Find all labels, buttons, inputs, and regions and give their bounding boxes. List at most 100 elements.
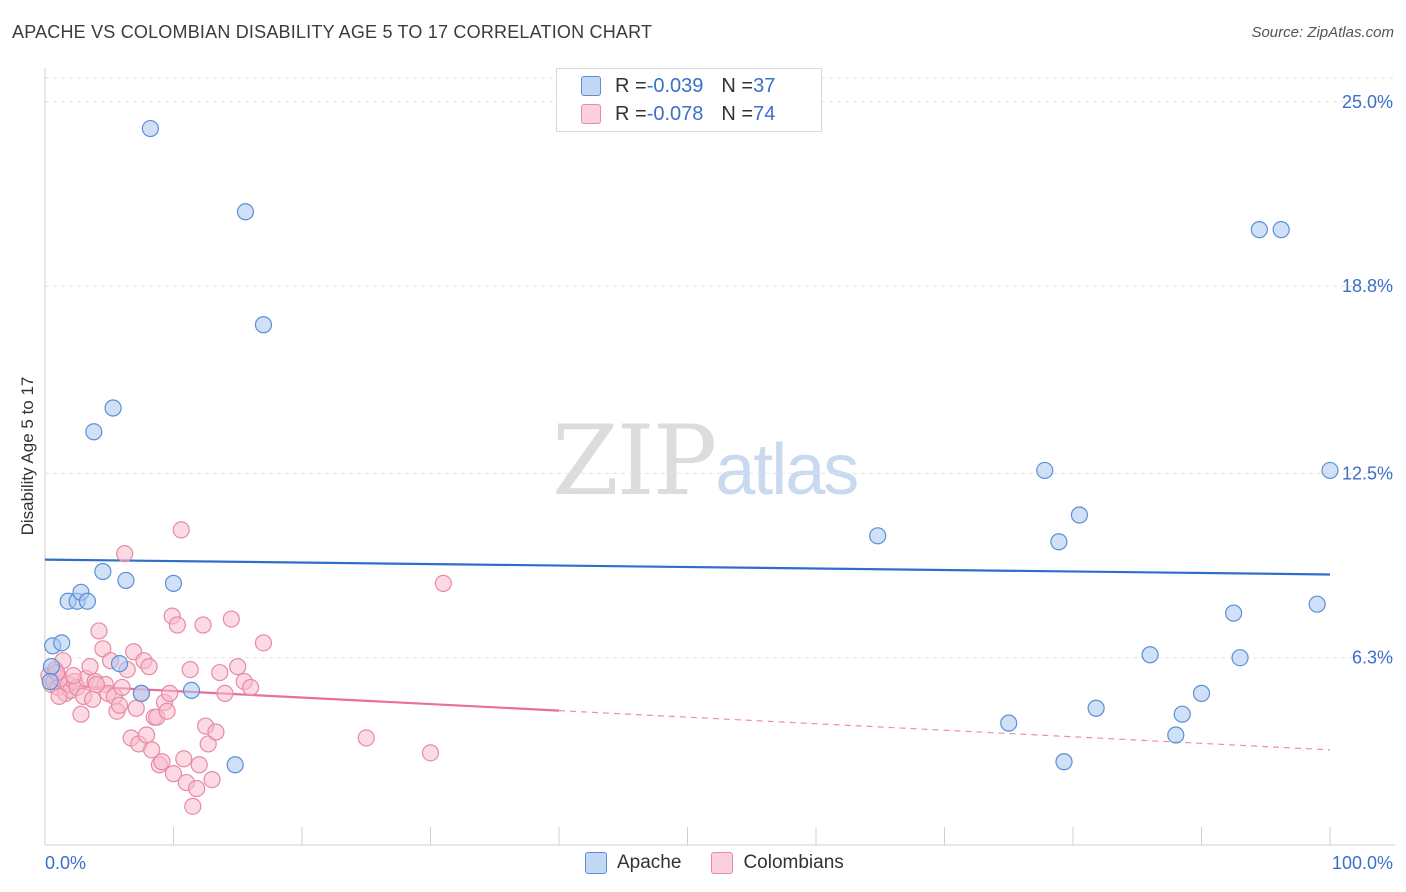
colombian-point — [127, 699, 145, 717]
legend-swatch-colombians — [581, 104, 601, 124]
legend-n-label: N = — [721, 74, 754, 97]
colombian-point — [83, 690, 102, 708]
legend-swatch-apache — [585, 852, 607, 874]
legend-item-colombians: Colombians — [711, 852, 844, 874]
apache-point — [53, 634, 71, 652]
apache-point — [85, 423, 103, 441]
apache-point — [254, 316, 273, 334]
apache-point — [182, 681, 201, 700]
legend-r-value: -0.078 — [646, 102, 704, 125]
legend-n-value: 37 — [753, 74, 776, 97]
apache-point — [1167, 726, 1185, 744]
apache-point — [1272, 221, 1290, 239]
colombian-point — [81, 658, 99, 676]
apache-point — [110, 655, 129, 673]
colombian-point — [87, 675, 106, 694]
apache-point — [1070, 506, 1089, 524]
colombian-point — [242, 678, 260, 697]
apache-point — [117, 571, 135, 590]
colombian-point — [64, 666, 82, 685]
colombian-point — [181, 661, 199, 679]
legend-n-value: 74 — [753, 102, 776, 125]
apache-point — [1036, 461, 1054, 480]
colombian-point — [158, 702, 176, 720]
colombian-point — [207, 723, 225, 741]
apache-point — [141, 119, 159, 138]
y-tick-label: 25.0% — [1342, 92, 1393, 112]
chart-title: APACHE VS COLOMBIAN DISABILITY AGE 5 TO … — [12, 22, 653, 42]
colombian-point — [172, 521, 190, 539]
colombian-point — [222, 610, 240, 628]
source-label: Source: ZipAtlas.com — [1251, 24, 1394, 41]
apache-point — [1173, 705, 1191, 723]
colombian-point — [190, 756, 208, 774]
colombian-point — [50, 687, 68, 705]
legend-row-apache: R = -0.039 N = 37 — [581, 73, 775, 99]
apache-trend-line — [44, 558, 1331, 576]
apache-point — [869, 527, 887, 545]
apache-point — [1250, 221, 1268, 239]
colombian-point — [143, 741, 161, 759]
colombian-point — [357, 729, 375, 747]
legend-label-colombians: Colombians — [743, 852, 844, 873]
apache-point — [1055, 753, 1073, 771]
apache-point — [1225, 604, 1243, 622]
correlation-legend: R = -0.039 N = 37 R = -0.078 N = 74 — [556, 68, 822, 132]
legend-swatch-colombians — [711, 852, 734, 874]
apache-point — [1050, 533, 1068, 551]
y-tick-label: 18.8% — [1342, 276, 1393, 296]
apache-point — [164, 574, 183, 592]
colombian-point — [184, 797, 202, 815]
colombian-point — [421, 744, 440, 762]
colombian-point — [175, 750, 193, 768]
apache-point — [226, 756, 244, 774]
x-tick-label: 0.0% — [45, 853, 86, 873]
legend-n-label: N = — [721, 102, 754, 125]
legend-r-label: R = — [615, 102, 647, 125]
colombian-trend-extension — [558, 710, 1331, 751]
legend-swatch-apache — [581, 76, 601, 96]
colombian-point — [203, 770, 221, 789]
apache-point — [236, 203, 255, 221]
legend-item-apache: Apache — [585, 852, 681, 874]
colombian-point — [90, 622, 108, 640]
colombian-point — [153, 753, 171, 771]
colombian-point — [113, 678, 131, 697]
apache-point — [1308, 595, 1326, 613]
apache-point — [1087, 699, 1105, 717]
colombian-point — [168, 616, 186, 634]
y-tick-label: 6.3% — [1352, 648, 1393, 668]
apache-point — [42, 658, 61, 676]
colombian-point — [140, 658, 158, 676]
colombian-point — [216, 684, 234, 702]
colombian-point — [229, 658, 247, 676]
apache-point — [104, 399, 122, 417]
apache-point — [1000, 714, 1018, 732]
y-axis-title: Disability Age 5 to 17 — [18, 376, 37, 536]
legend-r-label: R = — [615, 74, 647, 97]
apache-point — [1231, 649, 1249, 667]
legend-label-apache: Apache — [617, 852, 682, 873]
apache-point — [1321, 461, 1339, 480]
apache-point — [1141, 646, 1159, 664]
apache-point — [132, 684, 150, 702]
colombian-point — [161, 684, 179, 702]
series-legend: Apache Colombians — [585, 852, 874, 874]
colombian-point — [434, 574, 452, 592]
colombian-point — [72, 705, 90, 723]
legend-row-colombians: R = -0.078 N = 74 — [581, 101, 775, 127]
colombian-trend-line — [44, 683, 560, 712]
colombian-point — [116, 545, 134, 563]
x-tick-label: 100.0% — [1332, 853, 1393, 873]
colombian-point — [94, 640, 112, 658]
colombian-point — [110, 696, 129, 714]
apache-point — [78, 592, 97, 610]
legend-r-value: -0.039 — [646, 74, 704, 97]
colombian-point — [164, 765, 183, 783]
colombian-point — [254, 634, 273, 652]
colombian-point — [188, 779, 206, 798]
apache-point — [1192, 684, 1211, 702]
apache-point — [41, 672, 59, 691]
colombian-point — [199, 735, 217, 753]
